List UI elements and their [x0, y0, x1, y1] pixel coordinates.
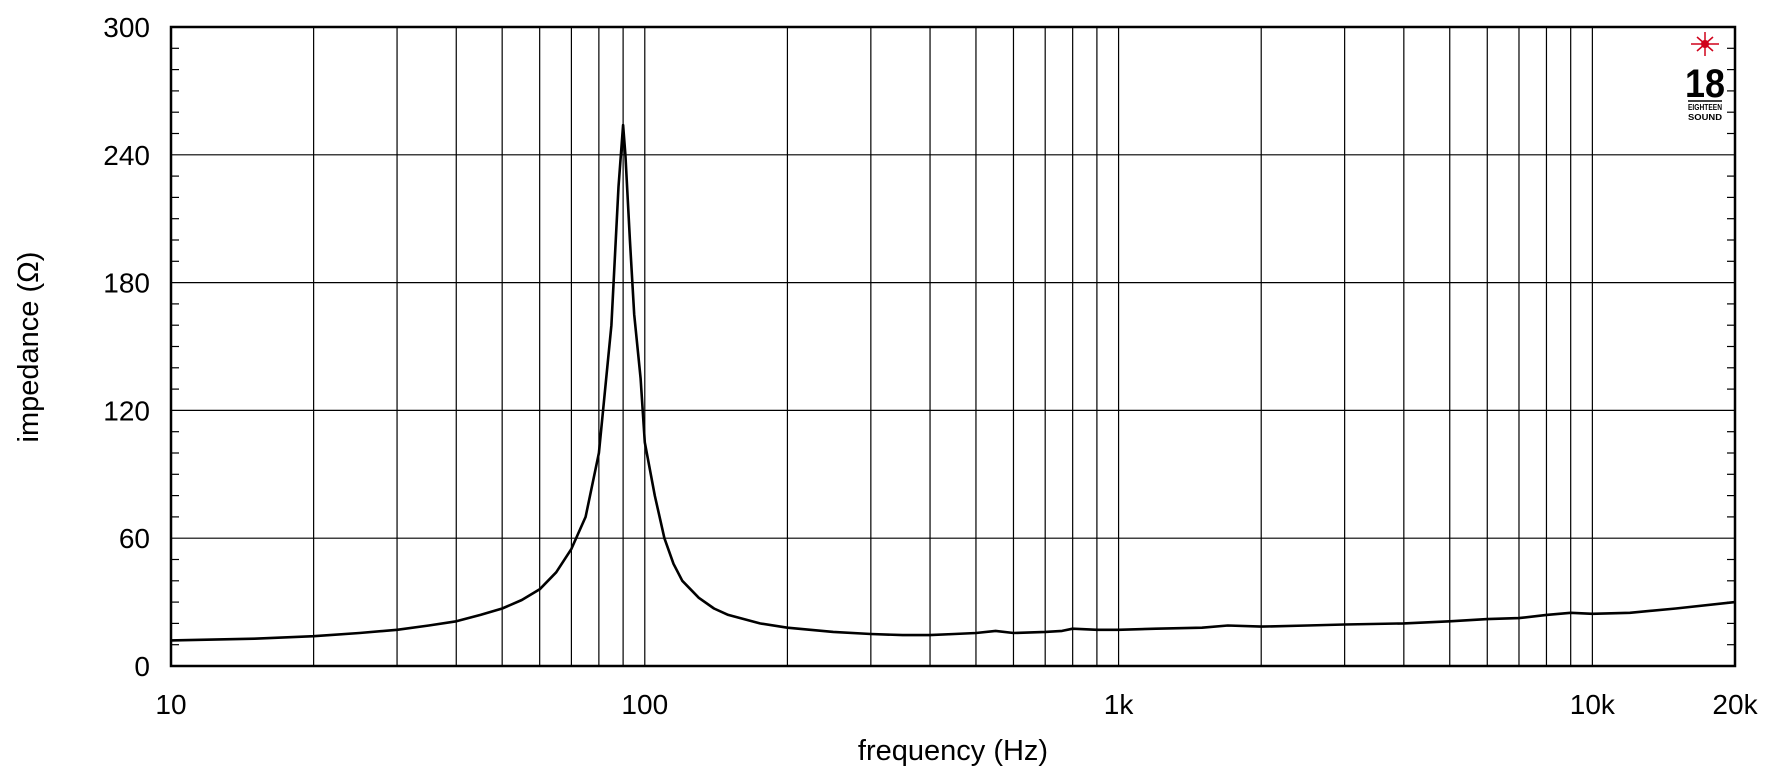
logo-sound: SOUND — [1688, 113, 1722, 122]
logo-number: 18 — [1685, 62, 1725, 106]
y-tick-label: 60 — [119, 523, 150, 554]
y-axis-label: impedance (Ω) — [13, 252, 45, 443]
grid-lines — [171, 27, 1735, 666]
x-tick-label: 10 — [155, 689, 186, 720]
x-axis-label: frequency (Hz) — [858, 735, 1048, 767]
impedance-curve — [170, 123, 1736, 642]
plot-frame — [169, 25, 1737, 668]
x-tick-labels: 10 100 1k 10k 20k — [155, 689, 1758, 720]
y-tick-label: 180 — [103, 268, 150, 299]
logo-eighteen: EIGHTEEN — [1688, 103, 1722, 112]
y-tick-label: 240 — [103, 140, 150, 171]
x-tick-label: 1k — [1104, 689, 1135, 720]
star-icon — [1691, 32, 1719, 56]
y-tick-label: 0 — [134, 651, 150, 682]
tick-marks — [171, 47, 1735, 646]
x-tick-label: 100 — [621, 689, 668, 720]
brand-logo: 18 EIGHTEEN SOUND — [1685, 32, 1725, 122]
y-tick-label: 300 — [103, 12, 150, 43]
x-tick-label: 20k — [1712, 689, 1758, 720]
y-tick-label: 120 — [103, 395, 150, 426]
x-tick-label: 10k — [1570, 689, 1616, 720]
y-tick-labels: 0 60 120 180 240 300 — [103, 12, 150, 682]
